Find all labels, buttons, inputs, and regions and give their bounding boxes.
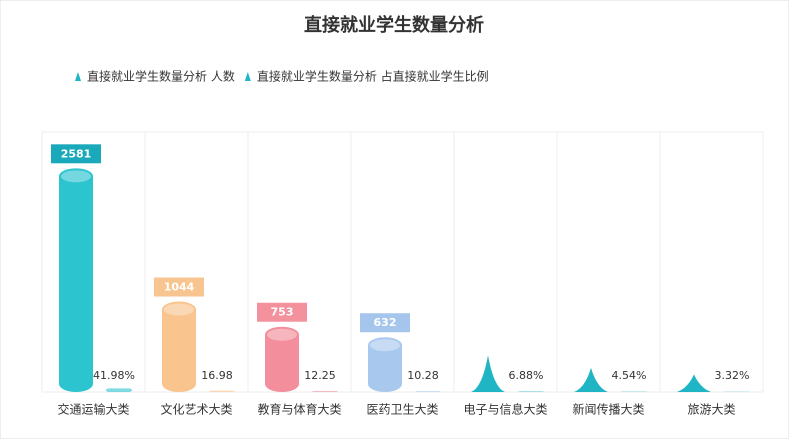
value-label: 753 bbox=[271, 306, 294, 319]
ratio-label: 6.88% bbox=[509, 369, 544, 382]
x-tick-label: 教育与体育大类 bbox=[257, 402, 341, 417]
ratio-bar bbox=[518, 391, 544, 392]
value-label: 632 bbox=[374, 316, 397, 329]
ratio-label: 16.98 bbox=[201, 369, 233, 382]
value-label: 1044 bbox=[164, 281, 195, 294]
legend-label: 直接就业学生数量分析 占直接就业学生比例 bbox=[257, 69, 489, 84]
ratio-label: 12.25 bbox=[304, 369, 336, 382]
x-tick-label: 文化艺术大类 bbox=[160, 402, 232, 417]
ratio-bar bbox=[312, 391, 338, 392]
x-tick-label: 旅游大类 bbox=[687, 403, 735, 417]
cylinder-top bbox=[370, 339, 400, 351]
x-tick-label: 交通运输大类 bbox=[57, 402, 129, 417]
x-tick-label: 新闻传播大类 bbox=[572, 402, 644, 417]
cylinder-top bbox=[164, 304, 194, 316]
x-tick-label: 电子与信息大类 bbox=[463, 402, 547, 417]
cylinder-bar bbox=[59, 168, 93, 392]
ratio-bar bbox=[106, 388, 132, 392]
legend-label: 直接就业学生数量分析 人数 bbox=[87, 69, 235, 84]
ratio-bar bbox=[415, 391, 441, 392]
value-label: 2581 bbox=[61, 147, 92, 160]
cylinder-top bbox=[267, 329, 297, 341]
chart-title: 直接就业学生数量分析 bbox=[304, 14, 484, 36]
ratio-label: 3.32% bbox=[715, 369, 750, 382]
ratio-label: 41.98% bbox=[93, 369, 135, 382]
ratio-bar bbox=[209, 391, 235, 392]
ratio-label: 4.54% bbox=[612, 369, 647, 382]
x-tick-label: 医药卫生大类 bbox=[366, 403, 438, 417]
ratio-label: 10.28 bbox=[407, 369, 439, 382]
cylinder-top bbox=[61, 170, 91, 182]
